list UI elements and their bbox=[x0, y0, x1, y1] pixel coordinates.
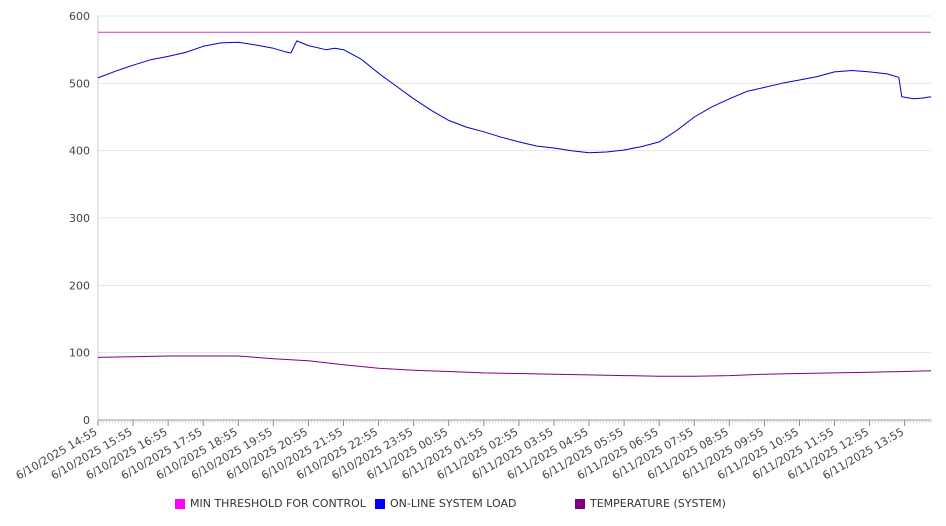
legend-item-temperature[interactable]: TEMPERATURE (SYSTEM) bbox=[575, 497, 726, 510]
y-tick-label: 600 bbox=[69, 10, 90, 23]
legend-swatch-system-load bbox=[375, 498, 385, 509]
legend-label-system-load: ON-LINE SYSTEM LOAD bbox=[390, 497, 517, 510]
temperature-line bbox=[97, 355, 932, 377]
legend-item-system-load[interactable]: ON-LINE SYSTEM LOAD bbox=[375, 497, 516, 510]
y-tick-label: 100 bbox=[69, 347, 90, 360]
legend-swatch-temperature bbox=[575, 498, 585, 509]
system-load-line bbox=[97, 40, 932, 154]
y-tick-label: 200 bbox=[69, 279, 90, 292]
legend-item-min-threshold[interactable]: MIN THRESHOLD FOR CONTROL bbox=[175, 497, 366, 510]
y-tick-label: 400 bbox=[69, 145, 90, 158]
legend-swatch-min-threshold bbox=[175, 498, 185, 509]
chart-legend: MIN THRESHOLD FOR CONTROL ON-LINE SYSTEM… bbox=[0, 497, 946, 515]
legend-label-temperature: TEMPERATURE (SYSTEM) bbox=[590, 497, 726, 510]
y-tick-label: 0 bbox=[83, 414, 90, 427]
legend-label-min-threshold: MIN THRESHOLD FOR CONTROL bbox=[190, 497, 366, 510]
y-tick-label: 500 bbox=[69, 77, 90, 90]
y-tick-label: 300 bbox=[69, 212, 90, 225]
